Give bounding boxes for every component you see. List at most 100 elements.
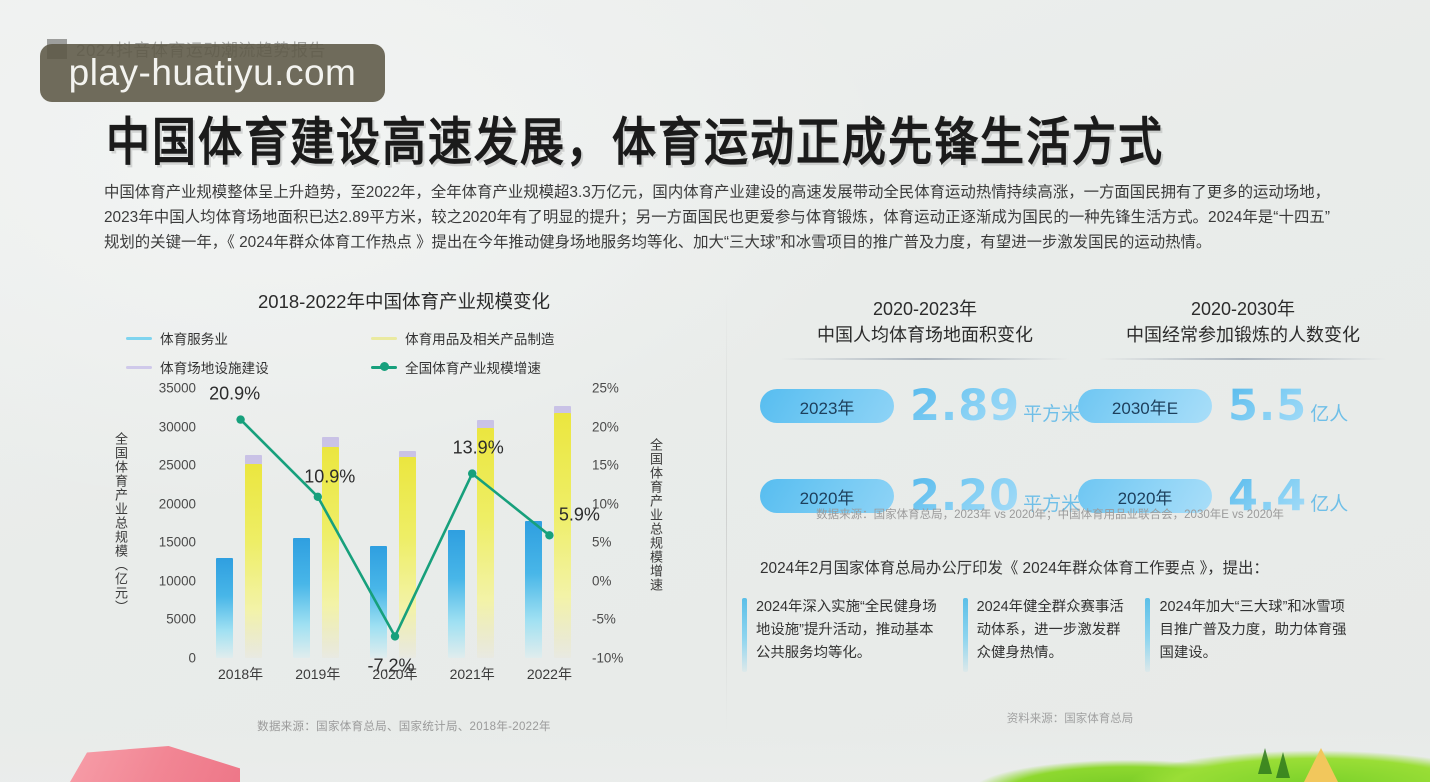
x-axis-label: 2018年 [218,666,264,682]
bar-goods-manufacturing [553,413,571,658]
stat-unit: 平方米 [1023,494,1081,515]
policy-card-text: 2024年深入实施“全民健身场地设施”提升活动，推动基本公共服务均等化。 [756,599,937,661]
legend-label: 体育服务业 [160,332,228,347]
bar-group [356,388,433,658]
stat-year-pill: 2023年 [760,389,894,423]
accent-bar-icon [962,598,968,672]
stat-title-rule [781,358,1069,360]
y2-axis-ticks: 25% 20% 15% 10% 5% 0% -5% -10% [592,381,640,666]
bar-goods-manufacturing [322,446,340,658]
policy-lead-text: 2024年2月国家体育总局办公厅印发《 2024年群众体育工作要点 》，提出： [760,560,1269,577]
y-tick: 5000 [166,611,196,627]
y-tick: 0 [188,650,196,666]
y2-tick: 0% [592,573,612,589]
growth-line-point [390,632,400,641]
bar-goods-manufacturing [245,463,262,658]
stat-year-pill: 2030年E [1078,389,1212,423]
growth-line-series [236,415,554,641]
intro-paragraph: 中国体育产业规模整体呈上升趋势，至2022年，全年体育产业规模超3.3万亿元，国… [104,184,1330,252]
chart-source-note: 数据来源：国家体育总局、国家统计局、2018年-2022年 [257,721,551,733]
stat-unit: 亿人 [1310,494,1349,515]
y2-tick: 5% [592,534,612,550]
bar-sports-service [216,557,233,658]
y2-tick: 10% [592,496,619,512]
tent-icon [1304,748,1338,782]
y-axis-title: 全国体育产业总规模（亿元） [113,432,128,614]
policy-card-list: 2024年深入实施“全民健身场地设施”提升活动，推动基本公共服务均等化。 202… [742,596,1348,672]
x-axis-label: 2019年 [295,666,341,682]
stat-panel-venue-area: 2020-2023年 中国人均体育场地面积变化 2023年 2.89 平方米 2… [760,296,1090,521]
y-tick: 25000 [158,457,196,473]
stat-unit: 平方米 [1023,404,1081,425]
y2-tick: -5% [592,611,616,627]
grass-decoration [910,722,1430,782]
tree-icon [1258,748,1272,774]
stat-panel-title: 2020-2030年 中国经常参加锻炼的人数变化 [1078,296,1408,348]
stat-title-line2: 中国经常参加锻炼的人数变化 [1126,325,1360,345]
y-tick: 35000 [158,380,196,396]
legend-label: 体育场地设施建设 [160,361,269,376]
stat-title-line1: 2020-2023年 [872,299,978,319]
data-label: 13.9% [452,437,504,458]
stat-unit: 亿人 [1310,404,1349,425]
stat-panel-exercise-population: 2020-2030年 中国经常参加锻炼的人数变化 2030年E 5.5 亿人 2… [1078,296,1408,521]
stat-value: 5.5 亿人 [1228,381,1348,431]
legend-line-marker-icon [371,362,397,371]
y-axis-ticks: 35000 30000 25000 20000 15000 10000 5000… [134,381,196,666]
bar-sports-service [447,529,465,658]
policy-source-note: 资料来源：国家体育总局 [1006,713,1134,725]
y-tick: 20000 [158,496,196,512]
legend-item-goods: 体育用品及相关产品制造 [371,328,696,348]
stat-source-note: 数据来源：国家体育总局，2023年 vs 2020年；中国体育用品业联合会，20… [816,509,1284,521]
x-axis-label: 2020年 [372,666,418,682]
y2-axis-title: 全国体育产业总规模增速 [648,438,663,592]
y-tick: 30000 [158,419,196,435]
growth-line-point [468,469,477,478]
bar-group [434,388,511,658]
stat-number: 5.5 [1228,381,1308,431]
stat-value: 2.20 平方米 [910,471,1080,521]
accent-bar-icon [742,598,747,672]
y-tick: 10000 [158,573,196,589]
chart-bars [202,388,588,658]
legend-label: 体育用品及相关产品制造 [405,332,555,347]
page-title: 中国体育建设高速发展，体育运动正成先锋生活方式 [106,112,1164,174]
growth-line-point [313,492,322,501]
accent-bar-icon [1145,598,1151,672]
bar-group [202,388,279,658]
policy-card-text: 2024年加大“三大球”和冰雪项目推广普及力度，助力体育强国建设。 [1159,599,1347,661]
data-label: 5.9% [558,504,600,525]
stat-number: 4.4 [1228,471,1308,521]
y2-tick: 20% [592,419,619,435]
data-label: 10.9% [304,466,356,487]
stat-value: 4.4 亿人 [1228,471,1348,521]
pink-shape-decoration [70,746,240,782]
tree-icon [1276,752,1290,778]
x-axis-label: 2022年 [526,666,572,682]
watermark-overlay: play-huatiyu.com [40,44,385,102]
stat-year-pill: 2020年 [760,479,894,513]
legend-swatch-icon [371,336,397,340]
policy-card: 2024年加大“三大球”和冰雪项目推广普及力度，助力体育强国建设。 [1145,596,1348,672]
policy-card: 2024年健全群众赛事活动体系，进一步激发群众健身热情。 [962,596,1128,672]
y-tick: 15000 [158,534,196,550]
stat-title-line2: 中国人均体育场地面积变化 [817,325,1033,345]
chart-title: 2018-2022年中国体育产业规模变化 [258,291,550,312]
policy-card-text: 2024年健全群众赛事活动体系，进一步激发群众健身热情。 [976,599,1124,661]
y2-tick: -10% [592,650,624,666]
y2-tick: 25% [592,380,619,396]
stat-value: 2.89 平方米 [910,381,1080,431]
stat-row: 2023年 2.89 平方米 [760,381,1090,431]
data-label: -7.2% [367,655,415,676]
legend-item-growth: 全国体育产业规模增速 [371,357,696,377]
data-label: 20.9% [209,383,261,404]
chart-legend: 体育服务业 体育用品及相关产品制造 体育场地设施建设 全国体育产业规模增速 [126,328,696,377]
bar-sports-service [370,546,388,658]
chart-plot-area: 全国体育产业总规模（亿元） 全国体育产业总规模增速 35000 30000 25… [104,381,704,683]
legend-label: 全国体育产业规模增速 [405,361,541,376]
bar-sports-service [524,521,542,658]
stat-number: 2.20 [910,471,1021,521]
x-axis-label: 2021年 [449,666,495,682]
growth-line-point [545,531,554,540]
